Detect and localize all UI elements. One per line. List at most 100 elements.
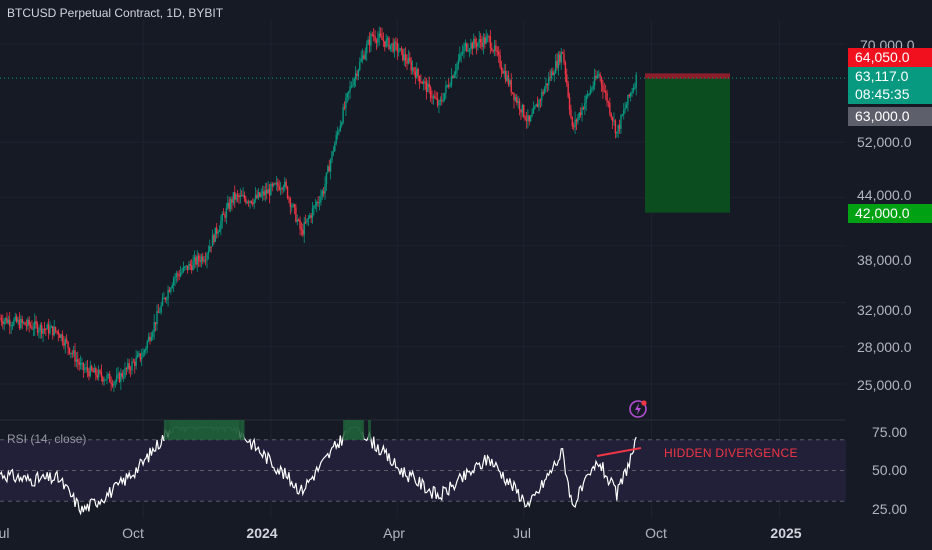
candle-body bbox=[598, 74, 600, 76]
candle-body bbox=[488, 36, 490, 38]
candle-body bbox=[296, 219, 298, 222]
entry-price-badge: 63,000.0 bbox=[848, 107, 932, 126]
candle-body bbox=[468, 49, 471, 51]
candle-body bbox=[536, 103, 539, 108]
candle-body bbox=[313, 205, 315, 209]
candle-body bbox=[529, 116, 532, 122]
candle-body bbox=[502, 70, 504, 74]
candle-body bbox=[577, 117, 579, 122]
candle-body bbox=[235, 194, 237, 200]
candle-body bbox=[421, 82, 424, 84]
candle-body bbox=[170, 288, 172, 292]
candle-body bbox=[72, 350, 75, 354]
candle-body bbox=[553, 73, 555, 76]
candle-body bbox=[25, 324, 28, 326]
candle-body bbox=[352, 85, 354, 87]
candle-body bbox=[336, 132, 339, 135]
candle-body bbox=[418, 75, 421, 83]
candle-body bbox=[606, 92, 608, 103]
candle-body bbox=[402, 48, 404, 61]
candle-body bbox=[196, 255, 198, 265]
candle-body bbox=[96, 375, 98, 378]
candle-body bbox=[454, 70, 457, 74]
rsi-level-label: 75.00 bbox=[872, 424, 908, 440]
candle-body bbox=[254, 194, 257, 200]
candle-body bbox=[538, 99, 540, 108]
candle-body bbox=[302, 229, 304, 235]
candle-body bbox=[609, 102, 611, 114]
candle-body bbox=[228, 202, 230, 210]
lightning-icon[interactable] bbox=[628, 399, 648, 419]
candle-body bbox=[420, 82, 422, 84]
candle-body bbox=[131, 361, 133, 371]
candle-body bbox=[270, 184, 272, 196]
candle-body bbox=[43, 328, 46, 330]
candle-body bbox=[318, 202, 321, 204]
candle-body bbox=[596, 75, 599, 79]
candle-body bbox=[624, 108, 626, 111]
candle-body bbox=[434, 96, 436, 98]
candle-body bbox=[543, 88, 546, 94]
candle-body bbox=[496, 50, 499, 52]
trade-position[interactable] bbox=[645, 73, 730, 213]
candle-body bbox=[195, 257, 197, 265]
candle-body bbox=[128, 363, 130, 370]
candle-body bbox=[50, 326, 53, 328]
candlestick-series[interactable] bbox=[0, 26, 637, 392]
candle-body bbox=[507, 75, 510, 85]
candle-body bbox=[459, 54, 461, 61]
candle-body bbox=[527, 115, 529, 121]
candle-body bbox=[436, 98, 439, 106]
rsi-line bbox=[0, 425, 637, 516]
candle-body bbox=[343, 107, 346, 109]
candle-body bbox=[203, 260, 205, 262]
divergence-trendline[interactable] bbox=[596, 447, 642, 457]
candle-body bbox=[61, 334, 64, 343]
candle-body bbox=[152, 332, 154, 337]
candle-body bbox=[450, 76, 453, 86]
candle-body bbox=[14, 316, 16, 320]
candle-body bbox=[321, 191, 323, 197]
candle-body bbox=[281, 188, 283, 190]
candle-body bbox=[49, 327, 51, 334]
candle-body bbox=[475, 43, 478, 47]
candle-body bbox=[220, 221, 222, 230]
candle-body bbox=[357, 69, 360, 76]
candle-body bbox=[127, 363, 129, 370]
candle-body bbox=[381, 35, 383, 40]
candle-body bbox=[239, 195, 242, 198]
candle-body bbox=[139, 353, 142, 360]
candle-body bbox=[86, 367, 89, 372]
candle-body bbox=[107, 374, 110, 376]
candle-body bbox=[545, 83, 547, 89]
stop-loss-price-badge: 64,050.0 bbox=[848, 48, 932, 67]
candle-body bbox=[67, 341, 69, 348]
candle-body bbox=[535, 103, 537, 107]
candle-body bbox=[511, 92, 514, 94]
candle-body bbox=[618, 124, 621, 129]
rsi-overbought-fill bbox=[361, 420, 365, 440]
candle-body bbox=[209, 246, 211, 252]
candle-body bbox=[256, 194, 258, 198]
candle-body bbox=[310, 215, 312, 218]
candle-body bbox=[445, 85, 447, 93]
candle-body bbox=[422, 81, 425, 84]
candle-body bbox=[142, 352, 144, 357]
candle-body bbox=[447, 85, 450, 87]
candle-body bbox=[478, 39, 480, 43]
candle-body bbox=[542, 92, 544, 94]
candle-body bbox=[311, 208, 314, 218]
candle-body bbox=[534, 106, 536, 109]
candle-body bbox=[599, 74, 601, 78]
candle-body bbox=[571, 117, 574, 127]
candle-body bbox=[284, 181, 286, 188]
candle-body bbox=[113, 382, 115, 386]
candle-body bbox=[274, 183, 276, 185]
candle-body bbox=[202, 256, 204, 262]
candle-body bbox=[120, 373, 122, 382]
candle-body bbox=[38, 330, 40, 333]
candle-body bbox=[514, 97, 517, 101]
candle-body bbox=[400, 48, 403, 50]
candle-body bbox=[397, 51, 400, 53]
